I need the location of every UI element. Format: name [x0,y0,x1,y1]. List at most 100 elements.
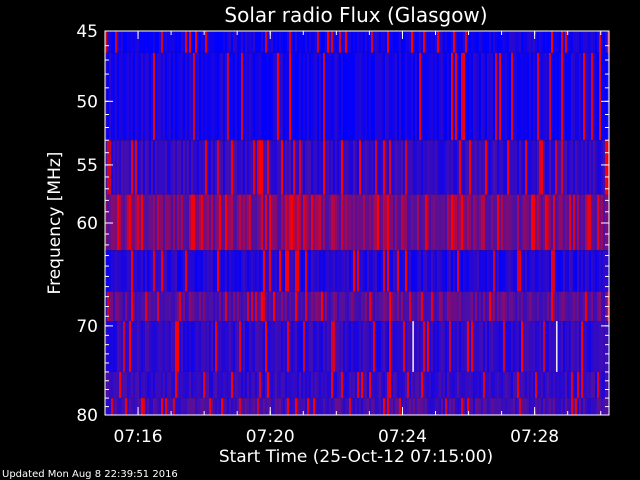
spectrogram-cell [361,250,364,292]
spectrogram-cell [417,371,420,399]
spectrogram-cell [499,321,502,372]
spectrogram-cell [525,250,528,292]
spectrogram-cell [359,321,362,372]
spectrogram-cell [227,31,230,53]
spectrogram-cell [113,31,116,53]
spectrogram-cell [193,140,196,195]
spectrogram-cell [347,140,350,195]
spectrogram-cell [585,194,588,251]
spectrogram-cell [263,371,266,399]
spectrogram-cell [389,321,392,372]
spectrogram-cell [383,140,386,195]
spectrogram-cell [145,398,148,415]
spectrogram-cell [537,31,540,53]
spectrogram-cell [157,398,160,415]
spectrogram-cell [185,140,188,195]
spectrogram-cell [365,321,368,372]
spectrogram-cell [129,194,132,251]
spectrogram-cell [175,250,178,292]
spectrogram-cell [537,140,540,195]
spectrogram-cell [361,52,364,141]
spectrogram-cell [539,52,542,141]
spectrogram-cell [139,31,142,53]
spectrogram-cell [237,321,240,372]
spectrogram-cell [335,250,338,292]
spectrogram-cell [565,140,568,195]
spectrogram-cell [165,194,168,251]
spectrogram-cell [109,140,112,195]
spectrogram-cell [601,31,604,53]
spectrogram-cell [329,52,332,141]
spectrogram-cell [575,291,578,322]
spectrogram-cell [303,291,306,322]
spectrogram-cell [279,140,282,195]
spectrogram-cell [461,194,464,251]
spectrogram-cell [455,140,458,195]
spectrogram-cell [559,321,562,372]
spectrogram-cell [183,31,186,53]
spectrogram-cell [317,52,320,141]
spectrogram-cell [575,250,578,292]
spectrogram-cell [211,291,214,322]
spectrogram-cell [501,52,504,141]
spectrogram-cell [515,250,518,292]
spectrogram-cell [489,291,492,322]
spectrogram-cell [227,291,230,322]
spectrogram-cell [427,194,430,251]
spectrogram-cell [277,250,280,292]
spectrogram-cell [599,291,602,322]
spectrogram-cell [393,250,396,292]
spectrogram-cell [405,250,408,292]
spectrogram-cell [379,250,382,292]
spectrogram-cell [543,194,546,251]
spectrogram-cell [129,31,132,53]
spectrogram-cell [389,140,392,195]
spectrogram-cell [227,250,230,292]
spectrogram-cell [473,250,476,292]
spectrogram-cell [293,321,296,372]
spectrogram-cell [201,250,204,292]
spectrogram-cell [527,194,530,251]
spectrogram-cell [127,31,130,53]
spectrogram-cell [225,250,228,292]
spectrogram-cell [271,140,274,195]
spectrogram-cell [363,371,366,399]
spectrogram-cell [589,398,592,415]
spectrogram-cell [513,140,516,195]
spectrogram-cell [107,321,110,372]
spectrogram-cell [355,250,358,292]
spectrogram-cell [175,140,178,195]
spectrogram-cell [147,291,150,322]
spectrogram-cell [449,52,452,141]
spectrogram-cell [223,291,226,322]
spectrogram-cell [161,250,164,292]
spectrogram-cell [203,398,206,415]
spectrogram-cell [219,398,222,415]
spectrogram-cell [373,371,376,399]
spectrogram-cell [245,321,248,372]
spectrogram-cell [537,398,540,415]
spectrogram-cell [503,291,506,322]
spectrogram-cell [507,398,510,415]
spectrogram-cell [585,250,588,292]
spectrogram-cell [419,291,422,322]
spectrogram-cell [147,140,150,195]
spectrogram-cell [147,52,150,141]
spectrogram-cell [229,52,232,141]
spectrogram-cell [197,371,200,399]
spectrogram-cell [177,398,180,415]
spectrogram-cell [185,31,188,53]
spectrogram-cell [539,321,542,372]
spectrogram-cell [305,250,308,292]
spectrogram-cell [175,194,178,251]
spectrogram-cell [519,140,522,195]
spectrogram-cell [161,140,164,195]
spectrogram-cell [485,371,488,399]
spectrogram-cell [273,250,276,292]
spectrogram-cell [301,194,304,251]
spectrogram-cell [547,321,550,372]
spectrogram-cell [257,250,260,292]
spectrogram-cell [231,194,234,251]
spectrogram-cell [189,52,192,141]
spectrogram-cell [561,398,564,415]
